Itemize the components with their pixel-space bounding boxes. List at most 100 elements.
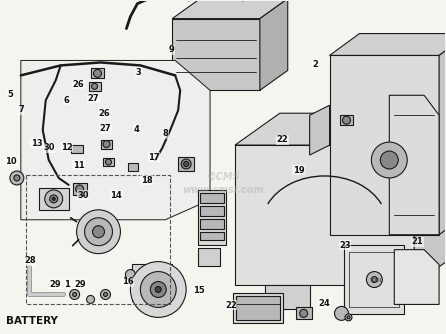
Text: 24: 24 xyxy=(318,299,330,308)
Bar xyxy=(178,157,194,171)
Bar xyxy=(100,140,112,149)
Circle shape xyxy=(150,282,166,298)
Circle shape xyxy=(76,185,83,193)
Circle shape xyxy=(147,278,157,288)
Circle shape xyxy=(70,290,79,300)
Text: 29: 29 xyxy=(74,280,86,289)
Circle shape xyxy=(125,270,136,280)
Text: 9: 9 xyxy=(169,45,175,54)
Circle shape xyxy=(92,226,104,238)
Circle shape xyxy=(238,0,248,1)
Circle shape xyxy=(181,159,191,169)
Text: 10: 10 xyxy=(5,157,17,166)
Text: 11: 11 xyxy=(73,161,85,170)
Text: 13: 13 xyxy=(31,139,42,148)
Circle shape xyxy=(184,162,189,167)
Text: 14: 14 xyxy=(111,191,122,200)
Text: BATTERY: BATTERY xyxy=(6,316,58,326)
Circle shape xyxy=(50,195,58,203)
Circle shape xyxy=(87,296,95,303)
Bar xyxy=(236,297,280,320)
Text: 6: 6 xyxy=(64,96,70,105)
Circle shape xyxy=(343,116,351,124)
Text: 28: 28 xyxy=(24,256,36,265)
Bar xyxy=(89,82,100,91)
Circle shape xyxy=(140,271,164,295)
Text: 21: 21 xyxy=(412,237,423,246)
Text: 3: 3 xyxy=(136,68,141,77)
Polygon shape xyxy=(330,33,446,55)
Circle shape xyxy=(14,175,20,181)
Circle shape xyxy=(184,0,194,1)
Text: 8: 8 xyxy=(162,129,168,138)
Circle shape xyxy=(77,210,120,254)
Circle shape xyxy=(130,262,186,317)
Bar xyxy=(91,68,104,78)
Circle shape xyxy=(52,197,55,200)
Polygon shape xyxy=(172,0,288,19)
Polygon shape xyxy=(21,60,210,220)
Polygon shape xyxy=(414,113,446,285)
Text: 26: 26 xyxy=(98,109,110,118)
Bar xyxy=(73,183,87,195)
Circle shape xyxy=(372,277,377,283)
Bar xyxy=(26,175,170,304)
Circle shape xyxy=(100,290,111,300)
Bar xyxy=(198,190,226,245)
Bar xyxy=(200,193,224,203)
Text: 15: 15 xyxy=(193,286,204,295)
Circle shape xyxy=(334,306,348,320)
Circle shape xyxy=(45,190,63,208)
Bar xyxy=(132,264,172,302)
Text: 5: 5 xyxy=(8,90,14,99)
Text: 7: 7 xyxy=(18,105,24,114)
Text: 19: 19 xyxy=(293,166,304,175)
Bar xyxy=(200,232,224,240)
Bar xyxy=(103,158,115,166)
Polygon shape xyxy=(265,285,310,309)
Circle shape xyxy=(91,84,98,89)
Text: 29: 29 xyxy=(50,280,61,289)
Circle shape xyxy=(372,142,407,178)
Text: 26: 26 xyxy=(73,80,85,89)
Text: 17: 17 xyxy=(149,153,160,162)
Bar xyxy=(70,145,83,153)
Circle shape xyxy=(103,293,107,297)
Bar xyxy=(200,219,224,229)
Circle shape xyxy=(367,272,382,288)
Text: 12: 12 xyxy=(61,143,73,152)
Circle shape xyxy=(10,171,24,185)
Polygon shape xyxy=(235,113,446,145)
Bar xyxy=(128,163,138,171)
Text: 22: 22 xyxy=(277,135,289,144)
Bar xyxy=(39,188,69,210)
Polygon shape xyxy=(344,285,389,309)
Polygon shape xyxy=(172,19,260,90)
Bar xyxy=(344,245,404,314)
Text: 4: 4 xyxy=(133,125,139,134)
Text: 27: 27 xyxy=(87,94,99,103)
Circle shape xyxy=(140,272,176,307)
Bar xyxy=(200,206,224,216)
Polygon shape xyxy=(389,95,439,235)
Circle shape xyxy=(103,141,110,148)
Circle shape xyxy=(380,151,398,169)
Circle shape xyxy=(345,314,352,321)
Polygon shape xyxy=(235,145,414,285)
Bar xyxy=(233,294,283,323)
Text: 16: 16 xyxy=(122,277,133,286)
Polygon shape xyxy=(260,0,288,90)
Bar xyxy=(350,252,399,307)
Text: 27: 27 xyxy=(99,124,111,133)
Text: 22: 22 xyxy=(225,301,237,310)
Text: 1: 1 xyxy=(64,280,70,289)
Circle shape xyxy=(73,293,77,297)
Text: 23: 23 xyxy=(339,241,351,249)
Text: ©CMS
www.cmsl.com: ©CMS www.cmsl.com xyxy=(182,172,264,195)
Text: 2: 2 xyxy=(313,60,318,69)
Circle shape xyxy=(347,316,350,319)
Circle shape xyxy=(106,159,112,165)
Polygon shape xyxy=(439,33,446,235)
Circle shape xyxy=(85,218,112,246)
Polygon shape xyxy=(394,249,439,304)
